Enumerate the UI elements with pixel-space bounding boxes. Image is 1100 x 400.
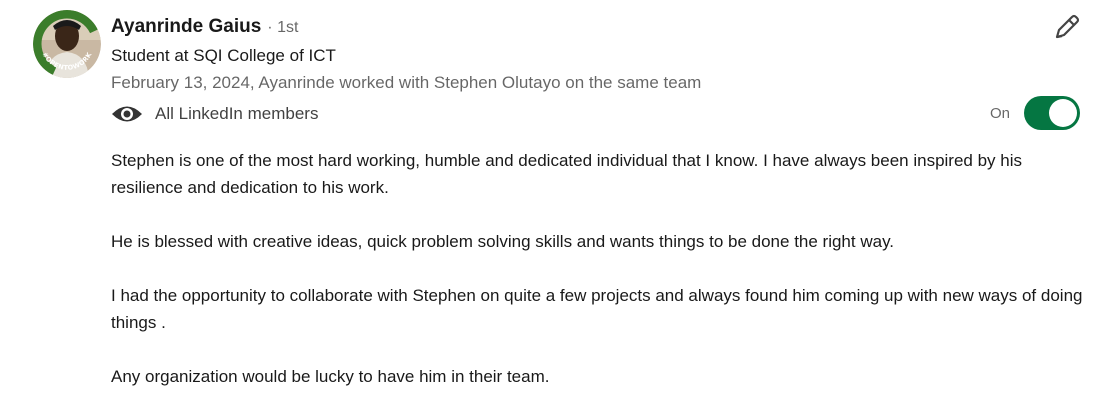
visibility-toggle[interactable] <box>1024 96 1081 130</box>
toggle-knob <box>1049 99 1078 127</box>
recommendation-paragraph: He is blessed with creative ideas, quick… <box>111 232 895 251</box>
recommendation-meta: February 13, 2024, Ayanrinde worked with… <box>111 73 702 92</box>
name-row: Ayanrinde Gaius · 1st <box>111 16 298 40</box>
connection-degree: · 1st <box>267 19 299 36</box>
visibility-setting: All LinkedIn members <box>111 101 318 127</box>
recommender-name[interactable]: Ayanrinde Gaius <box>111 16 262 37</box>
pencil-icon <box>1055 14 1080 39</box>
recommendation-paragraph: Stephen is one of the most hard working,… <box>111 151 1023 197</box>
avatar[interactable]: #OPENTOWORK <box>33 10 101 78</box>
edit-button[interactable] <box>1052 12 1082 42</box>
recommendation-text: Stephen is one of the most hard working,… <box>111 147 1086 390</box>
toggle-state-label: On <box>990 104 1011 122</box>
avatar-photo: #OPENTOWORK <box>33 10 101 78</box>
recommendation-paragraph: Any organization would be lucky to have … <box>111 367 550 386</box>
visibility-label: All LinkedIn members <box>155 104 319 123</box>
visibility-toggle-group: On <box>990 96 1081 130</box>
eye-icon <box>112 106 142 122</box>
recommender-headline: Student at SQI College of ICT <box>111 46 336 65</box>
recommendation-paragraph: I had the opportunity to collaborate wit… <box>111 286 1083 332</box>
